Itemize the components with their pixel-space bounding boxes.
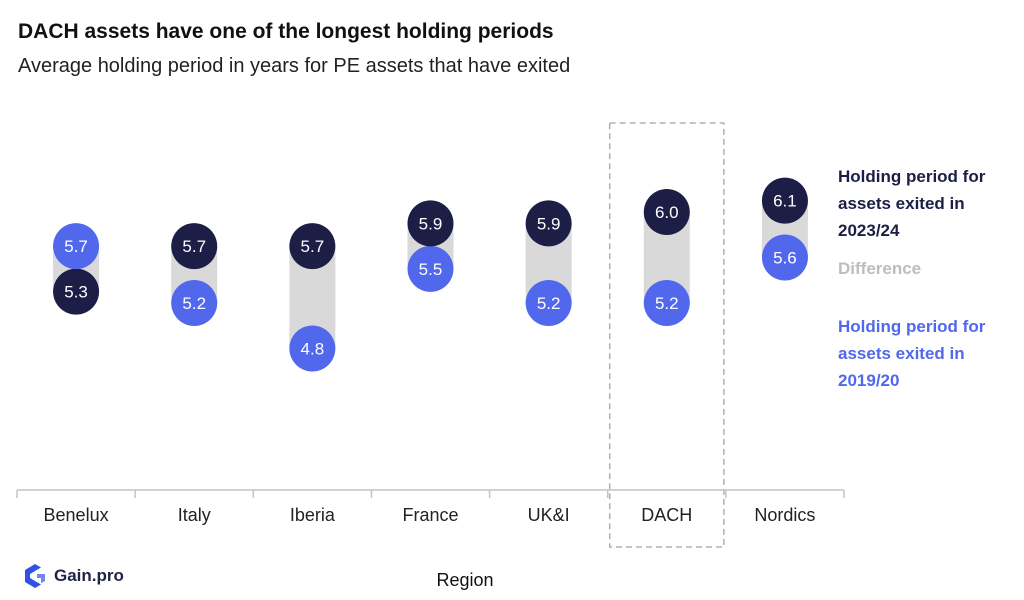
point-2019-20 xyxy=(289,325,336,372)
legend-difference: Difference xyxy=(838,259,922,278)
chart-subtitle: Average holding period in years for PE a… xyxy=(18,55,571,77)
x-tick-label: Italy xyxy=(178,505,211,525)
data-label: 5.7 xyxy=(64,237,88,256)
x-axis-label: Region xyxy=(436,570,494,590)
data-label: 5.2 xyxy=(537,294,561,313)
point-2023-24 xyxy=(525,200,572,247)
brand-name: Gain.pro xyxy=(54,566,124,585)
data-label: 5.9 xyxy=(419,214,443,233)
highlight-box xyxy=(608,122,725,548)
point-2023-24 xyxy=(53,268,100,315)
data-label: 6.1 xyxy=(773,192,797,211)
point-2023-24 xyxy=(761,177,808,224)
point-2023-24 xyxy=(407,200,454,247)
chart-title: DACH assets have one of the longest hold… xyxy=(18,20,554,43)
gainpro-logo-icon xyxy=(25,564,45,588)
x-tick-label: Nordics xyxy=(754,505,815,525)
point-2023-24 xyxy=(171,223,218,270)
x-tick-label: Iberia xyxy=(290,505,336,525)
x-tick-label: France xyxy=(402,505,458,525)
legend-2019-20: Holding period for assets exited in 2019… xyxy=(838,317,986,390)
data-label: 5.9 xyxy=(537,214,561,233)
brand-logo: Gain.pro xyxy=(22,563,124,589)
data-label: 5.2 xyxy=(655,294,679,313)
data-label: 6.0 xyxy=(655,203,679,222)
data-label: 5.7 xyxy=(301,237,325,256)
point-2019-20 xyxy=(407,245,454,292)
x-tick-label: UK&I xyxy=(528,505,570,525)
data-label: 5.5 xyxy=(419,260,443,279)
point-2019-20 xyxy=(171,280,218,326)
point-2019-20 xyxy=(643,280,690,326)
x-tick-label: Benelux xyxy=(44,505,109,525)
legend-2023-24: Holding period for assets exited in 2023… xyxy=(838,167,986,240)
point-2023-24 xyxy=(289,223,336,270)
data-label: 5.6 xyxy=(773,249,797,268)
data-label: 4.8 xyxy=(301,340,325,359)
data-label: 5.7 xyxy=(182,237,206,256)
data-label: 5.2 xyxy=(182,294,206,313)
point-2019-20 xyxy=(761,234,808,281)
data-label: 5.3 xyxy=(64,283,88,302)
x-tick-label: DACH xyxy=(641,505,692,525)
point-2023-24 xyxy=(643,189,690,235)
point-2019-20 xyxy=(525,280,572,326)
point-2019-20 xyxy=(53,223,100,270)
